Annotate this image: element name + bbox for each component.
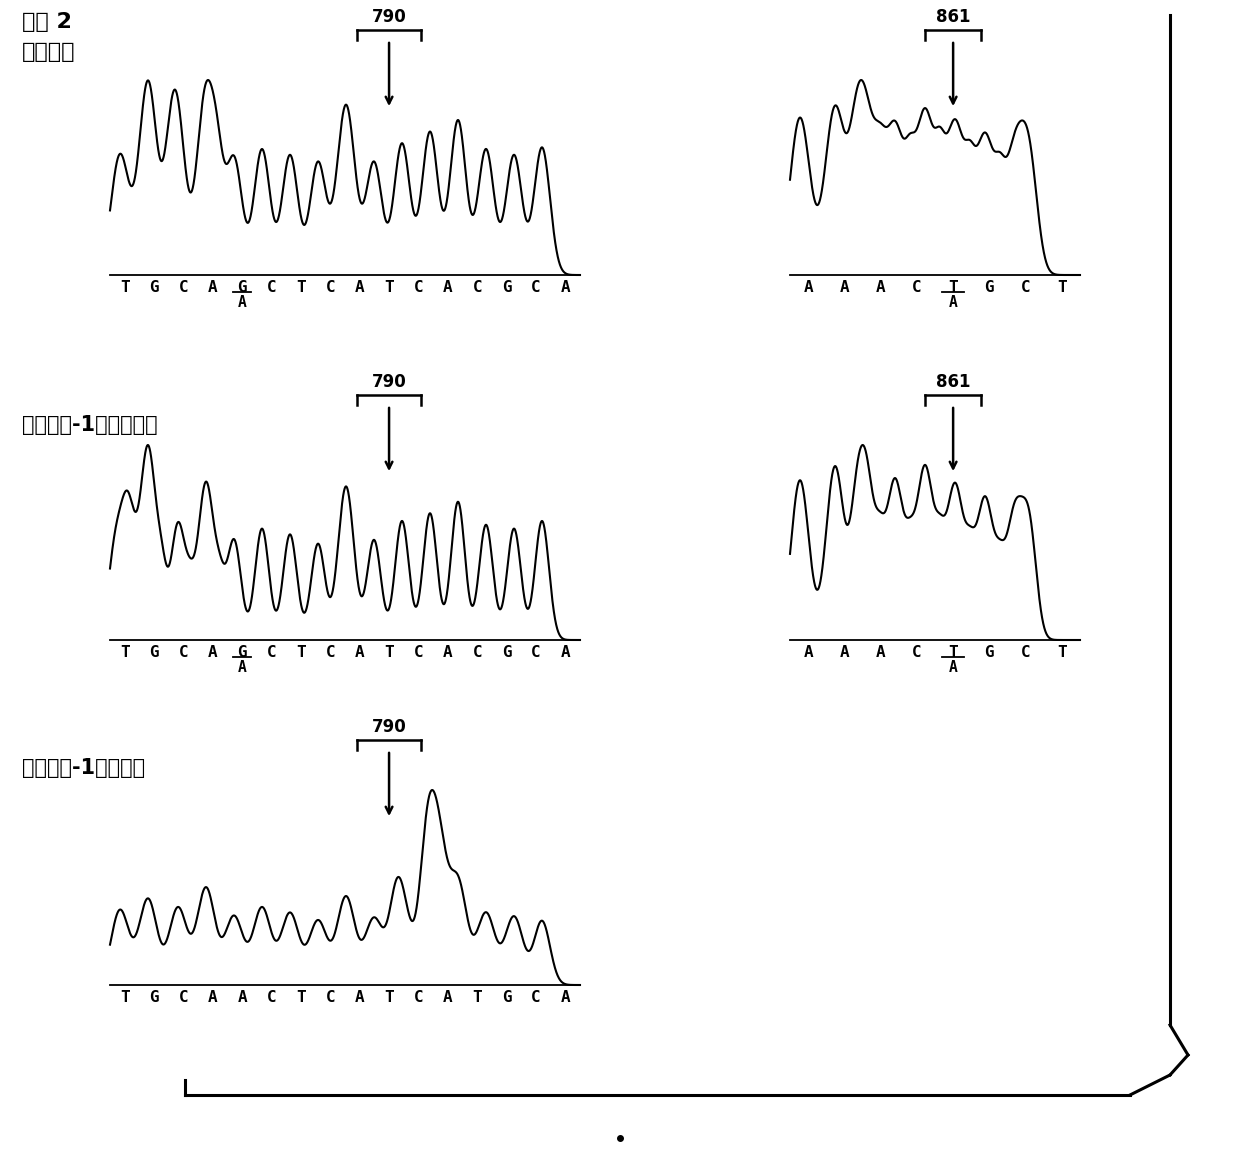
Text: C: C <box>414 990 423 1005</box>
Text: 790: 790 <box>372 8 407 25</box>
Text: C: C <box>179 990 188 1005</box>
Text: G: G <box>502 645 511 660</box>
Text: C: C <box>913 645 921 660</box>
Text: C: C <box>414 280 423 295</box>
Text: A: A <box>208 990 218 1005</box>
Text: A: A <box>208 280 218 295</box>
Text: A: A <box>875 645 885 660</box>
Text: T: T <box>384 280 394 295</box>
Text: C: C <box>531 990 541 1005</box>
Text: T: T <box>120 990 129 1005</box>
Text: C: C <box>531 645 541 660</box>
Text: T: T <box>472 990 482 1005</box>
Text: 861: 861 <box>936 373 971 391</box>
Text: G: G <box>149 645 159 660</box>
Text: C: C <box>414 645 423 660</box>
Text: 861: 861 <box>936 8 971 25</box>
Text: A: A <box>355 280 365 295</box>
Text: T: T <box>296 645 306 660</box>
Text: A: A <box>839 645 849 660</box>
Text: A: A <box>804 280 813 295</box>
Text: C: C <box>267 990 277 1005</box>
Text: C: C <box>531 280 541 295</box>
Text: G: G <box>149 990 159 1005</box>
Text: C: C <box>913 280 921 295</box>
Text: G: G <box>502 280 511 295</box>
Text: A: A <box>237 990 247 1005</box>
Text: G: G <box>502 990 511 1005</box>
Text: 继发肿瘤-1，克隆的: 继发肿瘤-1，克隆的 <box>22 758 145 778</box>
Text: T: T <box>949 280 959 295</box>
Text: T: T <box>120 280 129 295</box>
Text: G: G <box>149 280 159 295</box>
Text: G: G <box>237 645 247 660</box>
Text: C: C <box>472 645 482 660</box>
Text: A: A <box>355 645 365 660</box>
Text: G: G <box>985 280 994 295</box>
Text: A: A <box>560 990 570 1005</box>
Text: T: T <box>384 645 394 660</box>
Text: 原发肿瘤: 原发肿瘤 <box>22 42 76 62</box>
Text: C: C <box>1021 645 1030 660</box>
Text: A: A <box>804 645 813 660</box>
Text: 790: 790 <box>372 718 407 736</box>
Text: A: A <box>208 645 218 660</box>
Text: A: A <box>949 295 957 310</box>
Text: A: A <box>560 280 570 295</box>
Text: A: A <box>875 280 885 295</box>
Text: A: A <box>949 660 957 675</box>
Text: C: C <box>1021 280 1030 295</box>
Text: 790: 790 <box>372 373 407 391</box>
Text: A: A <box>560 645 570 660</box>
Text: A: A <box>238 295 247 310</box>
Text: C: C <box>267 280 277 295</box>
Text: C: C <box>325 280 335 295</box>
Text: C: C <box>325 990 335 1005</box>
Text: A: A <box>443 990 453 1005</box>
Text: G: G <box>237 280 247 295</box>
Text: A: A <box>355 990 365 1005</box>
Text: 病例 2: 病例 2 <box>22 12 72 32</box>
Text: A: A <box>839 280 849 295</box>
Text: T: T <box>296 990 306 1005</box>
Text: T: T <box>296 280 306 295</box>
Text: C: C <box>325 645 335 660</box>
Text: G: G <box>985 645 994 660</box>
Text: A: A <box>443 645 453 660</box>
Text: T: T <box>949 645 959 660</box>
Text: C: C <box>267 645 277 660</box>
Text: A: A <box>238 660 247 675</box>
Text: C: C <box>179 645 188 660</box>
Text: T: T <box>120 645 129 660</box>
Text: A: A <box>443 280 453 295</box>
Text: C: C <box>472 280 482 295</box>
Text: T: T <box>1056 280 1066 295</box>
Text: 继发肿瘤-1，未克隆的: 继发肿瘤-1，未克隆的 <box>22 415 157 435</box>
Text: C: C <box>179 280 188 295</box>
Text: T: T <box>384 990 394 1005</box>
Text: T: T <box>1056 645 1066 660</box>
